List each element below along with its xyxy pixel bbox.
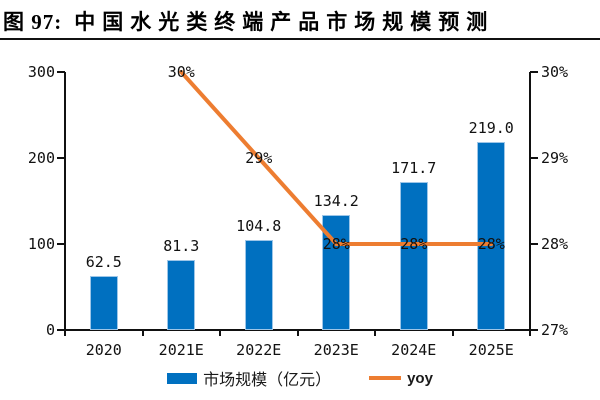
market-size-bar — [399, 182, 428, 330]
right-axis-tick-label: 30% — [541, 63, 569, 81]
yoy-point-label: 29% — [245, 149, 273, 167]
left-axis-line — [64, 72, 66, 331]
left-axis-tick — [57, 71, 65, 73]
title-divider-rule — [0, 38, 600, 40]
bar-value-label: 62.5 — [85, 253, 122, 272]
market-size-bar — [167, 260, 196, 330]
figure-title-text: 中国水光类终端产品市场规模预测 — [74, 10, 495, 34]
bar-value-label: 134.2 — [313, 191, 359, 210]
x-axis-category-label: 2023E — [313, 341, 359, 359]
yoy-point-label: 28% — [477, 235, 505, 253]
figure-number-label: 图 97: — [3, 10, 63, 34]
bar-series-swatch — [167, 372, 198, 384]
x-axis-tick — [64, 330, 66, 336]
right-axis-tick-label: 27% — [541, 321, 569, 339]
x-axis-tick — [219, 330, 221, 336]
legend-line-label: yoy — [407, 369, 433, 387]
x-axis-category-label: 2024E — [391, 341, 437, 359]
right-axis-tick — [530, 243, 538, 245]
left-axis-tick — [57, 157, 65, 159]
x-axis-line — [57, 329, 531, 331]
yoy-point-label: 28% — [400, 235, 428, 253]
x-axis-category-label: 2020 — [85, 341, 122, 359]
x-axis-tick — [296, 330, 299, 336]
right-axis-tick — [530, 157, 538, 159]
left-axis-tick-label: 0 — [45, 321, 55, 339]
chart-legend: 市场规模（亿元） yoy — [0, 366, 600, 390]
legend-bar-label: 市场规模（亿元） — [203, 372, 332, 389]
line-series-swatch — [369, 376, 402, 380]
figure-title: 图 97: 中国水光类终端产品市场规模预测 — [3, 6, 599, 36]
market-size-bar — [322, 214, 351, 330]
x-axis-category-label: 2022E — [236, 341, 282, 359]
right-axis-tick — [530, 329, 538, 331]
chart-plot-area: 300 200 100 0 30% 29% 28% 27% 2020 2021E 2022E 2023… — [0, 40, 600, 360]
right-axis-tick — [530, 71, 538, 73]
yoy-point-label: 28% — [322, 235, 350, 253]
bar-value-label: 81.3 — [163, 237, 200, 256]
bar-value-label: 171.7 — [391, 159, 437, 178]
bar-value-label: 219.0 — [468, 118, 514, 137]
x-axis-tick — [451, 330, 454, 336]
x-axis-category-label: 2025E — [468, 341, 514, 359]
x-axis-tick — [529, 330, 531, 336]
x-axis-tick — [141, 330, 144, 336]
x-axis-category-label: 2021E — [158, 341, 204, 359]
left-axis-tick — [57, 243, 65, 245]
left-axis-tick-label: 100 — [27, 235, 55, 253]
market-size-bar — [89, 276, 118, 330]
bar-value-label: 104.8 — [236, 216, 282, 235]
market-size-bar — [244, 239, 273, 330]
right-axis-line — [529, 72, 531, 331]
right-axis-tick-label: 29% — [541, 149, 569, 167]
legend-item-market-size: 市场规模（亿元） — [167, 366, 331, 390]
x-axis-tick — [374, 330, 376, 336]
left-axis-tick-label: 200 — [27, 149, 55, 167]
left-axis-tick — [57, 329, 65, 331]
right-axis-tick-label: 28% — [541, 235, 569, 253]
yoy-point-label: 30% — [167, 63, 195, 81]
left-axis-tick-label: 300 — [27, 63, 55, 81]
legend-item-yoy: yoy — [369, 370, 433, 387]
